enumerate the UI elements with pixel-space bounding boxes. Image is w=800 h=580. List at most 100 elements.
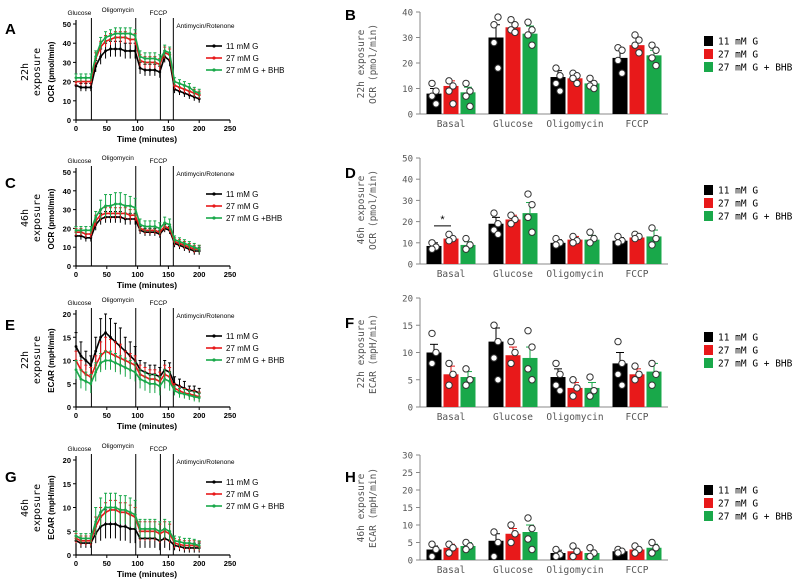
panel-letter: H	[345, 469, 356, 486]
legend-label: 27 mM G + BHB	[718, 359, 793, 370]
replicate-point	[648, 224, 656, 232]
legend-label: 27 mM G	[718, 50, 758, 61]
x-axis-label: Time (minutes)	[117, 134, 177, 144]
injection-label: Antimycin/Rotenone	[176, 459, 235, 466]
replicate-point	[445, 359, 453, 368]
data-point	[148, 382, 152, 386]
replicate-point	[552, 552, 560, 561]
replicate-point	[494, 13, 502, 21]
data-point	[187, 541, 191, 545]
data-point	[133, 206, 137, 210]
y-tick-label: 10	[402, 85, 413, 95]
y-tick-label: 5	[408, 376, 413, 386]
replicate-point	[552, 241, 560, 249]
replicate-point	[490, 209, 498, 217]
data-point	[128, 204, 132, 208]
y-axis-label-line: ECAR (mpH/min)	[368, 468, 379, 548]
data-point	[128, 527, 132, 531]
bar	[522, 33, 538, 114]
replicate-point	[569, 239, 577, 247]
category-label: Glucose	[493, 269, 533, 280]
data-point	[84, 236, 88, 240]
replicate-point	[507, 538, 515, 547]
legend-swatch	[704, 211, 713, 221]
replicate-point	[428, 552, 436, 561]
side-label-line: exposure	[32, 484, 43, 532]
data-point	[197, 544, 201, 547]
data-point	[138, 377, 142, 381]
y-tick-label: 15	[402, 322, 413, 332]
y-axis-label-line: 46h exposure	[356, 473, 367, 542]
data-point	[123, 32, 127, 35]
legend-marker	[212, 358, 216, 362]
replicate-point	[490, 321, 498, 329]
series-27-mM-G-plus-BHB	[74, 27, 201, 97]
replicate-point	[490, 354, 498, 362]
replicate-point	[524, 31, 532, 39]
data-point	[114, 361, 117, 365]
panel-F: F 22h exposure ECAR (mpH/min) 0 5 10 15 20 Basal…	[345, 295, 793, 424]
data-point	[114, 506, 117, 509]
legend-label: 27 mM G	[226, 344, 259, 353]
replicate-point	[449, 82, 457, 90]
injection-label: Glucose	[67, 158, 91, 165]
data-point	[89, 85, 93, 89]
replicate-point	[614, 370, 622, 378]
legend-label: 11 mM G	[226, 332, 258, 341]
data-point	[192, 245, 196, 249]
replicate-point	[552, 545, 560, 554]
y-tick-label: 20	[63, 224, 71, 233]
data-point	[74, 76, 78, 80]
replicate-point	[524, 213, 532, 222]
x-axis-label: Time (minutes)	[117, 569, 177, 579]
legend-marker	[212, 334, 216, 338]
legend-label: 27 mM G + BHB	[718, 512, 793, 523]
data-point	[138, 527, 142, 531]
data-point	[79, 228, 83, 232]
replicate-point	[494, 337, 502, 346]
replicate-point	[652, 46, 660, 54]
data-point	[128, 213, 132, 217]
legend-label: 11 mM G	[718, 186, 758, 197]
side-label-line: exposure	[32, 194, 43, 242]
replicate-point	[648, 381, 656, 389]
replicate-point	[573, 547, 581, 555]
legend-marker	[212, 492, 216, 496]
data-point	[148, 527, 152, 531]
replicate-point	[524, 327, 532, 335]
legend-label: 27 mM G	[226, 202, 259, 211]
data-point	[74, 368, 78, 372]
x-tick-label: 0	[74, 270, 78, 279]
data-point	[143, 68, 147, 72]
replicate-point	[586, 74, 594, 83]
category-label: FCCP	[626, 412, 649, 423]
data-point	[109, 522, 112, 526]
category-label: Basal	[437, 119, 466, 130]
series-27-mM-G-plus-BHB	[74, 350, 201, 403]
data-point	[133, 513, 137, 517]
y-axis-label-line: 22h exposure	[356, 319, 367, 388]
data-point	[173, 238, 176, 242]
replicate-point	[618, 359, 626, 368]
replicate-point	[556, 87, 564, 95]
data-point	[168, 380, 172, 383]
injection-label: Antimycin/Rotenone	[176, 313, 235, 320]
category-label: Basal	[437, 269, 466, 280]
data-point	[143, 380, 147, 383]
legend-label: 11 mM G	[226, 42, 258, 51]
x-tick-label: 250	[224, 411, 237, 420]
data-point	[104, 204, 107, 208]
x-axis-label: Time (minutes)	[117, 421, 177, 431]
replicate-point	[635, 49, 643, 57]
replicate-point	[524, 514, 532, 522]
series-27-mM-G	[74, 336, 201, 402]
data-point	[118, 202, 122, 206]
replicate-point	[648, 549, 656, 557]
x-tick-label: 50	[103, 270, 111, 279]
category-label: Oligomycin	[546, 119, 603, 130]
x-tick-label: 200	[193, 411, 206, 420]
data-point	[84, 85, 88, 89]
y-axis-label-line: ECAR (mpH/min)	[368, 314, 379, 394]
injection-label: FCCP	[150, 446, 168, 453]
x-tick-label: 200	[193, 270, 206, 279]
